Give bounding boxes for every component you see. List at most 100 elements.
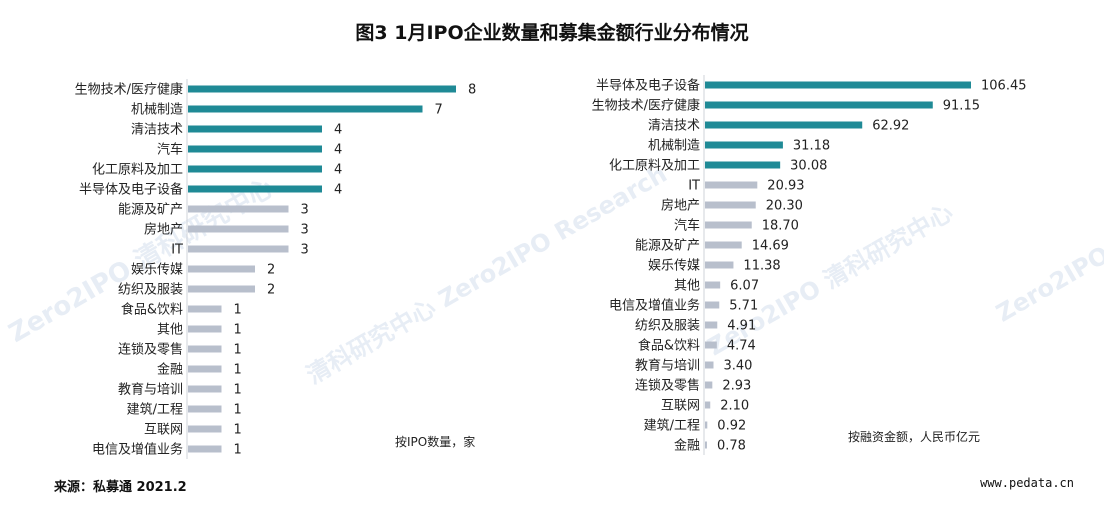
value-label: 2.93 <box>722 379 751 394</box>
bar <box>188 425 222 433</box>
bar <box>705 141 783 149</box>
value-label: 1 <box>234 423 242 438</box>
category-label: 房地产 <box>144 222 183 238</box>
value-label: 4 <box>334 183 342 198</box>
value-label: 1 <box>234 383 242 398</box>
category-label: 金融 <box>157 362 183 378</box>
value-label: 20.30 <box>766 199 803 214</box>
bar <box>705 201 756 209</box>
category-label: 金融 <box>674 438 700 454</box>
category-label: 连锁及零售 <box>118 342 183 358</box>
bar <box>188 285 255 293</box>
bar <box>188 225 289 233</box>
category-label: 娱乐传媒 <box>131 263 183 278</box>
bar <box>705 301 720 309</box>
value-label: 8 <box>468 83 476 98</box>
bar <box>705 101 933 109</box>
category-label: 互联网 <box>661 399 700 414</box>
value-label: 1 <box>234 403 242 418</box>
category-label: IT <box>688 179 700 194</box>
bar <box>188 205 289 213</box>
category-label: 建筑/工程 <box>644 418 700 434</box>
category-label: 其他 <box>157 323 183 338</box>
ipo-count-chart: 生物技术/医疗健康 8 机械制造 7 清洁技术 4 汽车 4 化工原料及加工 4 半导体及电子设备 4… <box>0 74 540 464</box>
category-label: 其他 <box>674 279 700 294</box>
value-label: 3 <box>301 243 309 258</box>
category-label: 汽车 <box>157 142 183 158</box>
value-label: 106.45 <box>981 79 1027 94</box>
category-label: 互联网 <box>144 423 183 438</box>
value-label: 6.07 <box>730 279 759 294</box>
bar <box>705 241 742 249</box>
chart-title: 图3 1月IPO企业数量和募集金额行业分布情况 <box>355 22 749 44</box>
category-label: 半导体及电子设备 <box>79 182 183 198</box>
value-label: 5.71 <box>729 299 758 314</box>
value-label: 3 <box>301 223 309 238</box>
category-label: 清洁技术 <box>131 123 183 138</box>
bar <box>188 325 222 333</box>
category-label: 教育与培训 <box>118 382 183 398</box>
bar <box>188 445 222 453</box>
value-label: 0.92 <box>717 419 746 434</box>
ipo-amount-chart-svg: 半导体及电子设备 106.45 生物技术/医疗健康 91.15 清洁技术 62.92 机械制… <box>592 75 1027 455</box>
value-label: 31.18 <box>793 139 830 154</box>
bar <box>705 281 721 289</box>
value-label: 62.92 <box>872 119 909 134</box>
value-label: 14.69 <box>752 239 789 254</box>
value-label: 3 <box>301 203 309 218</box>
category-label: 化工原料及加工 <box>609 159 700 174</box>
category-label: 机械制造 <box>131 103 183 118</box>
value-label: 4 <box>334 143 342 158</box>
category-label: 能源及矿产 <box>635 239 700 254</box>
category-label: 连锁及零售 <box>635 378 700 394</box>
bar <box>188 185 322 193</box>
category-label: IT <box>171 243 183 258</box>
category-label: 娱乐传媒 <box>648 259 700 274</box>
value-label: 91.15 <box>943 99 980 114</box>
ipo-amount-chart: 半导体及电子设备 106.45 生物技术/医疗健康 91.15 清洁技术 62.92 机械制… <box>545 74 1104 464</box>
bar <box>188 125 322 133</box>
category-label: 纺织及服装 <box>118 283 183 298</box>
bar <box>705 441 707 449</box>
value-label: 1 <box>234 443 242 458</box>
value-label: 2.10 <box>720 399 749 414</box>
category-label: 食品&饮料 <box>638 338 700 354</box>
category-label: 电信及增值业务 <box>92 442 183 458</box>
bar <box>188 405 222 413</box>
site-url: www.pedata.cn <box>980 476 1074 490</box>
category-label: 食品&饮料 <box>121 302 183 318</box>
value-label: 2 <box>267 263 275 278</box>
unit-note-amount: 按融资金额，人民币亿元 <box>848 430 981 444</box>
bar <box>188 165 322 173</box>
category-label: 清洁技术 <box>648 119 700 134</box>
bar <box>188 245 289 253</box>
bar <box>188 265 255 273</box>
bar <box>705 401 711 409</box>
category-label: 纺织及服装 <box>635 319 700 334</box>
bar <box>705 321 718 329</box>
value-label: 0.78 <box>717 439 746 454</box>
value-label: 1 <box>234 343 242 358</box>
value-label: 3.40 <box>723 359 752 374</box>
category-label: 机械制造 <box>648 139 700 154</box>
value-label: 4.91 <box>727 319 756 334</box>
bar <box>705 421 708 429</box>
category-label: 教育与培训 <box>635 358 700 374</box>
value-label: 30.08 <box>790 159 827 174</box>
value-label: 11.38 <box>743 259 780 274</box>
bar <box>188 145 322 153</box>
value-label: 18.70 <box>762 219 799 234</box>
bar <box>705 341 717 349</box>
bar <box>188 345 222 353</box>
bar <box>188 85 456 93</box>
category-label: 能源及矿产 <box>118 203 183 218</box>
source-note: 来源：私募通 2021.2 <box>54 480 187 495</box>
bar <box>188 305 222 313</box>
value-label: 1 <box>234 303 242 318</box>
bar <box>705 261 734 269</box>
value-label: 4.74 <box>727 339 756 354</box>
bar <box>705 161 781 169</box>
bar <box>705 381 713 389</box>
value-label: 2 <box>267 283 275 298</box>
value-label: 4 <box>334 163 342 178</box>
